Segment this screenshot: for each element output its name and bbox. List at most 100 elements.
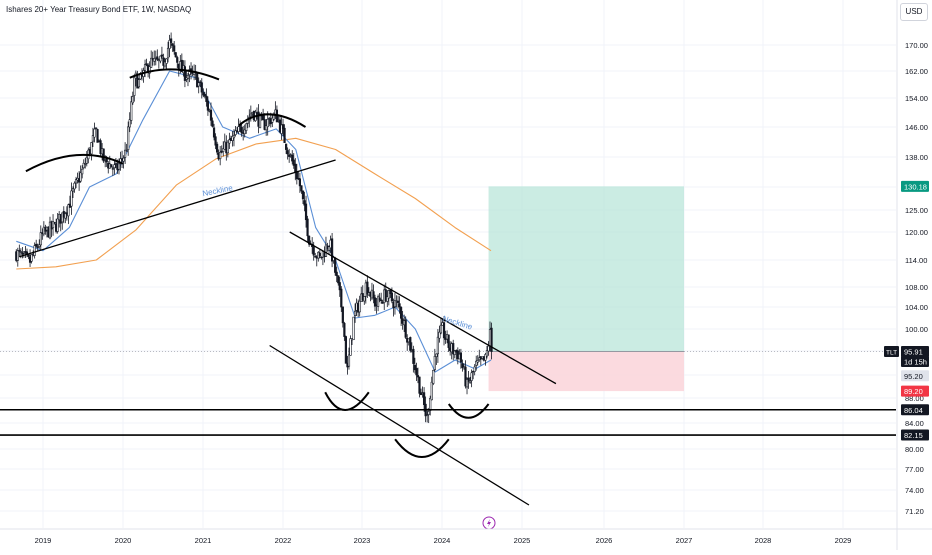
candle-body bbox=[292, 159, 295, 166]
candle-body bbox=[234, 130, 237, 135]
candle-body bbox=[335, 271, 338, 277]
candle-body bbox=[173, 45, 176, 52]
pattern-arc bbox=[324, 391, 370, 411]
candle-body bbox=[427, 411, 430, 415]
candle-body bbox=[81, 168, 84, 175]
candle-body bbox=[73, 182, 76, 190]
y-tick-label: 88.00 bbox=[905, 394, 924, 403]
candle-body bbox=[71, 188, 75, 192]
candle-body bbox=[389, 289, 392, 294]
ma-fast-line bbox=[16, 70, 492, 373]
candle-body bbox=[137, 79, 141, 88]
candle-body bbox=[372, 291, 375, 299]
candle-body bbox=[447, 334, 450, 348]
candle-body bbox=[48, 221, 52, 239]
candle-body bbox=[166, 47, 170, 59]
candle-body bbox=[99, 140, 102, 154]
candle-body bbox=[91, 135, 95, 142]
y-tick-label: 162.00 bbox=[905, 67, 928, 76]
candle-body bbox=[212, 127, 216, 138]
candle-body bbox=[334, 257, 337, 273]
candle-body bbox=[436, 336, 439, 355]
candle-body bbox=[426, 414, 429, 416]
candle-body bbox=[340, 288, 343, 308]
candle-body bbox=[453, 350, 456, 355]
candle-body bbox=[387, 290, 390, 299]
candle-body bbox=[283, 127, 286, 143]
candle-body bbox=[422, 392, 426, 406]
candle-body bbox=[130, 101, 133, 121]
x-tick-label: 2019 bbox=[35, 536, 52, 545]
candle-body bbox=[16, 250, 19, 261]
candle-body bbox=[160, 54, 164, 57]
candle-body bbox=[413, 364, 416, 371]
candle-body bbox=[163, 61, 167, 67]
x-tick-label: 2028 bbox=[755, 536, 772, 545]
price-label-bg bbox=[901, 404, 929, 416]
candle-body bbox=[347, 354, 351, 367]
candle-body bbox=[96, 129, 99, 143]
candle-body bbox=[94, 127, 98, 129]
trend-line bbox=[19, 159, 336, 258]
candle-body bbox=[263, 119, 266, 130]
candle-body bbox=[133, 76, 136, 96]
candle-body bbox=[243, 129, 246, 135]
price-label-bg bbox=[901, 370, 929, 382]
candle-body bbox=[240, 127, 243, 134]
currency-button[interactable]: USD bbox=[900, 3, 928, 21]
candle-body bbox=[373, 297, 377, 307]
candle-body bbox=[174, 52, 177, 58]
candle-body bbox=[206, 100, 210, 111]
candle-body bbox=[74, 179, 78, 184]
candle-body bbox=[93, 128, 96, 138]
candle-body bbox=[128, 119, 131, 128]
y-tick-label: 120.00 bbox=[905, 228, 928, 237]
candle-body bbox=[171, 43, 174, 46]
y-tick-label: 74.00 bbox=[905, 486, 924, 495]
candle-body bbox=[39, 232, 42, 246]
candle-body bbox=[205, 95, 208, 102]
ma-slow-line bbox=[16, 137, 492, 270]
candle-body bbox=[404, 319, 407, 338]
price-label-bg bbox=[901, 346, 929, 358]
candle-body bbox=[165, 58, 168, 64]
candle-body bbox=[67, 204, 70, 217]
candle-body bbox=[70, 190, 73, 207]
candle-body bbox=[378, 297, 381, 301]
candle-body bbox=[111, 168, 114, 170]
y-tick-label: 71.20 bbox=[905, 507, 924, 516]
candle-body bbox=[214, 136, 217, 146]
candle-body bbox=[312, 246, 315, 256]
candle-body bbox=[18, 250, 21, 252]
x-tick-label: 2025 bbox=[514, 536, 531, 545]
candle-body bbox=[300, 185, 303, 192]
candle-body bbox=[64, 213, 67, 219]
candle-body bbox=[341, 306, 344, 324]
candle-body bbox=[245, 123, 248, 131]
y-tick-label: 125.00 bbox=[905, 206, 928, 215]
candle-body bbox=[433, 355, 436, 370]
candle-body bbox=[51, 221, 55, 229]
price-label: 95.91 bbox=[904, 348, 923, 357]
candle-body bbox=[199, 81, 202, 83]
price-label: 1d 15h bbox=[904, 358, 927, 367]
candle-body bbox=[416, 375, 420, 378]
price-label: 82.15 bbox=[904, 431, 923, 440]
candle-body bbox=[127, 126, 130, 150]
candle-body bbox=[291, 154, 294, 162]
candle-body bbox=[318, 252, 321, 257]
x-tick-label: 2029 bbox=[835, 536, 852, 545]
chart-title: Ishares 20+ Year Treasury Bond ETF, 1W, … bbox=[6, 5, 192, 14]
candle-body bbox=[298, 178, 302, 187]
candle-body bbox=[473, 366, 476, 372]
candle-body bbox=[82, 162, 85, 169]
candle-body bbox=[156, 56, 159, 60]
price-label: 95.20 bbox=[904, 372, 923, 381]
candle-body bbox=[110, 164, 113, 168]
x-tick-label: 2020 bbox=[115, 536, 132, 545]
trend-line bbox=[269, 344, 530, 506]
candle-body bbox=[196, 73, 199, 88]
